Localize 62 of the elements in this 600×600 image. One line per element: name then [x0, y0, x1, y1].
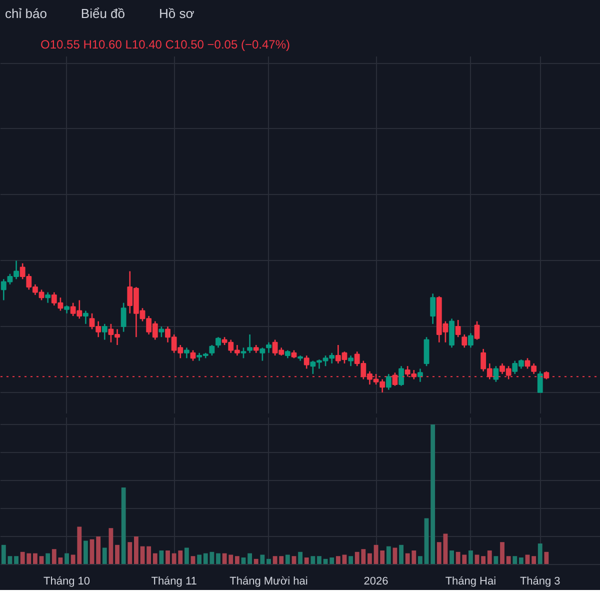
bar [134, 536, 138, 564]
bar [386, 546, 391, 564]
bar [96, 536, 101, 564]
bar [500, 542, 504, 564]
bar [418, 556, 422, 564]
bar [159, 550, 164, 564]
bar [121, 488, 126, 564]
bar [102, 548, 107, 564]
bar [487, 550, 492, 564]
bar [46, 553, 50, 564]
text: chỉ báo [5, 5, 47, 23]
candlestick [158, 326, 164, 338]
bar [14, 556, 18, 564]
text: Hồ sơ [159, 5, 194, 23]
bar [336, 556, 340, 564]
bar [317, 556, 322, 564]
bar [152, 553, 158, 564]
bar [368, 553, 372, 564]
bar [430, 424, 436, 564]
bar [348, 556, 353, 564]
bar [266, 558, 271, 564]
bar [254, 558, 258, 564]
chart-title: O10.55 H10.60 L10.40 C10.50 −0.05 (−0.47%) [40, 38, 290, 52]
bar [380, 550, 385, 564]
bar [310, 556, 316, 564]
bar [399, 544, 404, 564]
bar [33, 553, 38, 564]
bar [197, 554, 202, 564]
bar [115, 544, 120, 564]
bar [260, 554, 265, 564]
bar [216, 553, 220, 564]
bar [184, 548, 189, 564]
x-tick-label: 2026 [364, 576, 388, 588]
bar [285, 554, 290, 564]
bar [64, 553, 69, 564]
bar [304, 558, 309, 564]
x-tick-label: Tháng 3 [520, 576, 560, 588]
bar [234, 556, 240, 564]
x-tick-label: Tháng Hai [445, 576, 496, 588]
x-tick-label: Tháng 10 [44, 576, 90, 588]
bar [248, 553, 252, 564]
bar [450, 550, 454, 564]
bar [83, 540, 88, 564]
bar [108, 528, 114, 564]
bar [481, 556, 486, 564]
bar [518, 558, 524, 564]
bar [506, 556, 511, 564]
bar [512, 556, 518, 564]
x-tick-label: Tháng 11 [151, 576, 197, 588]
bar [146, 546, 152, 564]
bar [494, 556, 498, 564]
bar [468, 550, 473, 564]
x-tick-label: Tháng Mười hai [230, 576, 308, 588]
bar [330, 558, 334, 564]
bar [532, 556, 536, 564]
text: Biểu đồ [80, 5, 126, 23]
bar [166, 550, 170, 564]
bar [544, 552, 549, 564]
bar [128, 542, 132, 564]
bar [298, 552, 303, 564]
bar [1, 544, 6, 564]
bar [538, 544, 542, 564]
